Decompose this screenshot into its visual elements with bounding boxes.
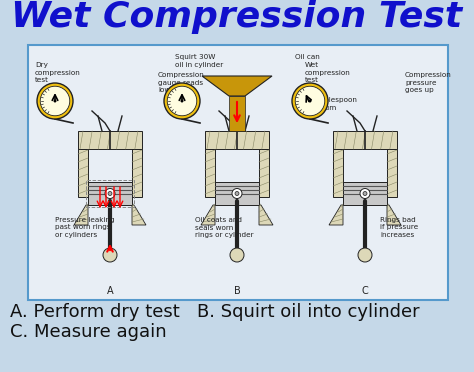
Text: Dry
compression
test: Dry compression test xyxy=(35,62,81,83)
Text: A: A xyxy=(107,286,113,296)
Bar xyxy=(28,45,448,300)
Circle shape xyxy=(103,248,117,262)
Text: One tablespoon
maximum: One tablespoon maximum xyxy=(300,97,357,110)
Bar xyxy=(215,182,259,205)
Circle shape xyxy=(358,248,372,262)
Circle shape xyxy=(164,83,200,119)
Bar xyxy=(343,182,387,186)
Polygon shape xyxy=(202,76,272,96)
Bar xyxy=(259,149,269,197)
Circle shape xyxy=(181,99,183,103)
Text: Compression
gauge reads
low: Compression gauge reads low xyxy=(158,72,205,93)
Text: Oil can: Oil can xyxy=(295,54,320,60)
Circle shape xyxy=(292,83,328,119)
Circle shape xyxy=(230,248,244,262)
Circle shape xyxy=(167,86,197,116)
Polygon shape xyxy=(74,205,88,225)
Bar xyxy=(88,182,132,205)
Bar xyxy=(343,182,387,205)
Circle shape xyxy=(232,189,242,199)
Bar xyxy=(229,96,245,131)
Circle shape xyxy=(360,189,370,199)
Circle shape xyxy=(309,99,311,103)
Text: Rings bad
if pressure
increases: Rings bad if pressure increases xyxy=(380,217,418,238)
Bar xyxy=(78,131,142,149)
Polygon shape xyxy=(387,205,401,225)
Bar xyxy=(333,149,343,197)
Text: Compression
pressure
goes up: Compression pressure goes up xyxy=(405,72,452,93)
Circle shape xyxy=(295,86,325,116)
Bar xyxy=(205,131,269,149)
Circle shape xyxy=(105,189,115,199)
Circle shape xyxy=(37,83,73,119)
Circle shape xyxy=(54,99,56,103)
Text: C: C xyxy=(362,286,368,296)
Circle shape xyxy=(40,86,70,116)
Text: A. Perform dry test   B. Squirt oil into cylinder: A. Perform dry test B. Squirt oil into c… xyxy=(10,303,419,321)
Bar xyxy=(132,149,142,197)
Polygon shape xyxy=(132,205,146,225)
Polygon shape xyxy=(201,205,215,225)
Bar xyxy=(333,131,397,149)
Polygon shape xyxy=(329,205,343,225)
Text: Pressure leaking
past worn rings
or cylinders: Pressure leaking past worn rings or cyli… xyxy=(55,217,115,238)
Bar xyxy=(78,149,88,197)
Bar xyxy=(86,180,134,207)
Text: Wet
compression
test: Wet compression test xyxy=(305,62,351,83)
Circle shape xyxy=(108,192,112,196)
Text: B: B xyxy=(234,286,240,296)
Circle shape xyxy=(235,192,239,196)
Text: C. Measure again: C. Measure again xyxy=(10,323,167,341)
Text: Oil coats and
seals worn
rings or cylinder: Oil coats and seals worn rings or cylind… xyxy=(195,217,254,238)
Bar xyxy=(205,149,215,197)
Text: Wet Compression Test: Wet Compression Test xyxy=(11,0,463,34)
Circle shape xyxy=(363,192,367,196)
Text: Squirt 30W
oil in cylinder: Squirt 30W oil in cylinder xyxy=(175,54,223,67)
Bar xyxy=(387,149,397,197)
Polygon shape xyxy=(259,205,273,225)
